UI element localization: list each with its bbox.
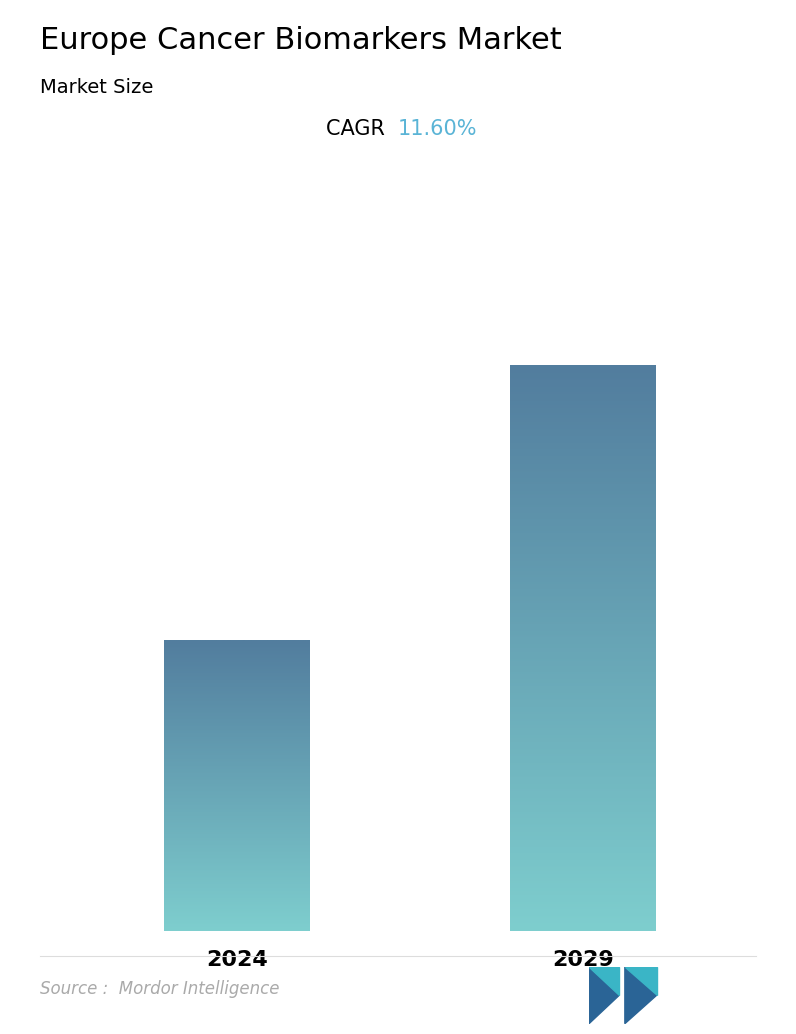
Polygon shape <box>589 967 619 995</box>
Polygon shape <box>625 967 657 1024</box>
Polygon shape <box>589 967 619 1024</box>
Text: Europe Cancer Biomarkers Market: Europe Cancer Biomarkers Market <box>40 26 561 55</box>
Polygon shape <box>625 967 657 995</box>
Text: CAGR: CAGR <box>326 119 398 139</box>
Text: 11.60%: 11.60% <box>398 119 478 139</box>
Text: Market Size: Market Size <box>40 78 153 96</box>
Text: Source :  Mordor Intelligence: Source : Mordor Intelligence <box>40 980 279 998</box>
